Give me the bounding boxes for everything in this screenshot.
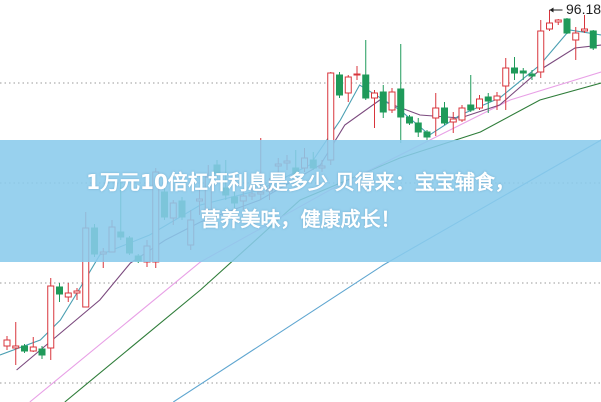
candle-down: [379, 91, 387, 113]
candle-up: [73, 290, 81, 294]
candle-up: [47, 285, 55, 349]
candle-up: [554, 19, 562, 23]
candle-down: [519, 70, 527, 74]
candle-up: [388, 91, 396, 111]
candle-up: [449, 118, 457, 123]
candle-down: [423, 131, 431, 138]
candle-up: [432, 107, 440, 119]
candle-up: [537, 30, 545, 73]
candle-down: [21, 345, 28, 352]
candle-up: [546, 22, 553, 30]
candle-down: [397, 88, 405, 118]
max-marker-arrow-icon: [549, 7, 554, 13]
candle-up: [572, 32, 580, 41]
candle-down: [414, 122, 422, 133]
candle-down: [484, 96, 492, 102]
candle-down: [406, 116, 413, 124]
candle-down: [589, 30, 597, 49]
max-price-label: 96.18: [566, 1, 601, 17]
candle-up: [371, 92, 378, 99]
banner-line-1: 1万元10倍杠杆利息是多少 贝得来：宝宝辅食，: [86, 170, 515, 194]
candle-up: [493, 95, 501, 101]
candle-down: [528, 73, 536, 77]
candle-down: [467, 104, 475, 111]
candle-down: [563, 18, 571, 34]
candle-up: [458, 107, 466, 121]
candle-down: [511, 67, 518, 74]
banner-line-2: 营养美味，健康成长！: [200, 207, 401, 231]
title-banner: 1万元10倍杠杆利息是多少 贝得来：宝宝辅食， 营养美味，健康成长！: [0, 140, 601, 262]
candle-down: [38, 348, 46, 356]
candle-up: [581, 28, 588, 32]
candle-up: [12, 345, 20, 349]
candle-down: [362, 74, 370, 99]
candle-up: [64, 292, 72, 298]
candle-down: [441, 107, 448, 124]
candle-up: [353, 73, 361, 76]
candle-up: [476, 98, 483, 109]
candle-down: [56, 286, 63, 295]
candle-up: [344, 76, 352, 94]
candle-down: [336, 74, 343, 96]
candle-up: [502, 67, 510, 87]
candle-up: [29, 346, 37, 352]
candle-up: [3, 339, 11, 347]
